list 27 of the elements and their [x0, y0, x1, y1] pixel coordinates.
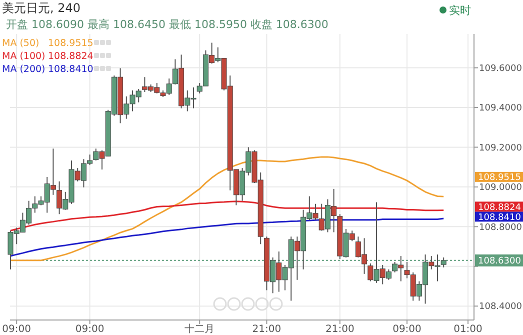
annotation: 108.8410 [48, 64, 94, 75]
line-series [10, 218, 444, 257]
text: 108.8410 [478, 212, 521, 223]
x-tick-label: 01:00 [454, 324, 482, 335]
text: MA (200) [2, 64, 46, 75]
y-tick-label: 109.2000 [479, 143, 522, 154]
y-tick-label: 108.4000 [479, 302, 522, 312]
y-tick-label: 108.8000 [479, 222, 522, 233]
y-tick-label: 109.0000 [479, 183, 522, 194]
chart-title: 美元日元, 240 [2, 1, 81, 15]
y-tick-label: 109.4000 [479, 104, 522, 114]
x-tick-label: 十二月 [184, 323, 215, 335]
x-tick-label: 21:00 [325, 324, 354, 335]
annotation: 108.9515 [48, 38, 94, 49]
x-tick-label: 21:00 [252, 324, 282, 335]
x-tick-label: 09:00 [75, 324, 104, 335]
x-tick-label: 09:00 [392, 324, 422, 335]
text: 108.9515 [478, 173, 521, 184]
text: 108.8824 [478, 202, 521, 213]
x-tick-label: 09:00 [2, 324, 32, 335]
text: MA (50) [2, 38, 40, 49]
y-tick-label: 109.6000 [479, 64, 522, 74]
text: 实时 [449, 4, 471, 17]
chart-subtitle: 开盘 108.6090 最高 108.6450 最低 108.5950 收盘 108.6300 [6, 18, 328, 31]
ref-line-label: 108.6300 [478, 256, 522, 267]
annotation: 108.8824 [48, 51, 94, 62]
text: MA (100) [2, 51, 46, 62]
